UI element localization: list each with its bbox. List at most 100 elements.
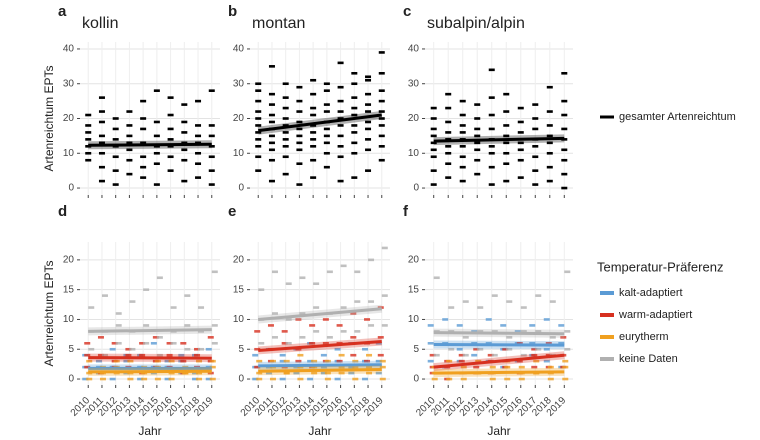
point xyxy=(296,85,303,89)
point xyxy=(562,365,569,369)
point xyxy=(268,120,275,124)
point xyxy=(474,117,481,120)
point xyxy=(140,155,147,159)
point xyxy=(561,99,568,103)
point xyxy=(112,155,119,159)
trend-line xyxy=(258,307,382,321)
point xyxy=(252,353,259,357)
y-tick-label: 10 xyxy=(63,148,75,159)
point xyxy=(178,353,185,357)
point xyxy=(126,158,133,162)
point xyxy=(153,120,160,124)
x-axis-label: Jahr xyxy=(487,424,510,438)
point xyxy=(195,99,202,103)
point xyxy=(546,165,553,169)
point xyxy=(184,347,191,351)
point xyxy=(448,306,455,309)
point xyxy=(271,270,278,274)
panel-title: kollin xyxy=(82,15,118,32)
point xyxy=(268,179,275,183)
point xyxy=(477,306,484,309)
point xyxy=(427,359,434,363)
point xyxy=(532,127,539,131)
point xyxy=(366,353,373,357)
point xyxy=(351,124,358,127)
point xyxy=(310,138,317,141)
point xyxy=(123,359,130,363)
point xyxy=(207,336,214,339)
point xyxy=(477,347,484,351)
point xyxy=(209,359,216,363)
point xyxy=(85,151,92,155)
point xyxy=(279,377,286,381)
point xyxy=(473,347,480,351)
point xyxy=(474,134,481,138)
point xyxy=(352,365,359,369)
point xyxy=(491,330,498,333)
point xyxy=(296,120,303,124)
y-tick-label: 20 xyxy=(63,255,75,266)
trend-line xyxy=(88,369,212,374)
point xyxy=(195,141,202,145)
point xyxy=(474,103,481,106)
point xyxy=(430,148,437,152)
point xyxy=(351,96,358,99)
point xyxy=(517,148,524,152)
point xyxy=(126,148,133,152)
point xyxy=(337,134,344,138)
point xyxy=(430,183,437,186)
point xyxy=(446,377,453,381)
point xyxy=(560,336,567,339)
point xyxy=(283,359,290,363)
point xyxy=(268,92,275,96)
point xyxy=(195,151,202,155)
point xyxy=(322,341,329,345)
x-axis-label: Jahr xyxy=(308,424,331,438)
point xyxy=(323,103,330,106)
point xyxy=(109,377,116,381)
x-axis-label: Jahr xyxy=(138,424,161,438)
point xyxy=(198,306,205,309)
point xyxy=(282,106,289,110)
point xyxy=(531,365,538,369)
point xyxy=(195,162,202,166)
point xyxy=(195,134,202,138)
point xyxy=(458,353,465,357)
point xyxy=(561,158,568,162)
point xyxy=(500,324,507,327)
point xyxy=(255,124,262,127)
point xyxy=(503,134,510,138)
point xyxy=(85,131,92,134)
point xyxy=(265,371,272,375)
trend-line xyxy=(433,370,565,375)
point xyxy=(488,151,495,155)
point xyxy=(127,377,134,381)
point xyxy=(180,341,187,345)
point xyxy=(268,141,275,145)
point xyxy=(143,324,150,327)
point xyxy=(140,141,147,145)
point xyxy=(546,110,553,113)
point xyxy=(255,155,262,159)
point xyxy=(365,120,372,124)
point xyxy=(127,359,134,363)
point xyxy=(126,110,133,113)
point xyxy=(297,365,304,369)
point xyxy=(535,330,542,333)
point xyxy=(140,176,147,179)
point xyxy=(532,183,539,186)
point xyxy=(268,65,275,68)
point xyxy=(431,377,438,381)
point xyxy=(299,312,306,315)
point xyxy=(529,324,536,327)
legend-label: warm-adaptiert xyxy=(618,309,692,321)
point xyxy=(282,124,289,127)
point xyxy=(164,377,171,381)
point xyxy=(459,155,466,159)
point xyxy=(205,377,212,381)
point xyxy=(340,306,347,309)
y-tick-label: 0 xyxy=(238,183,244,194)
point xyxy=(98,141,105,145)
point xyxy=(153,145,160,148)
